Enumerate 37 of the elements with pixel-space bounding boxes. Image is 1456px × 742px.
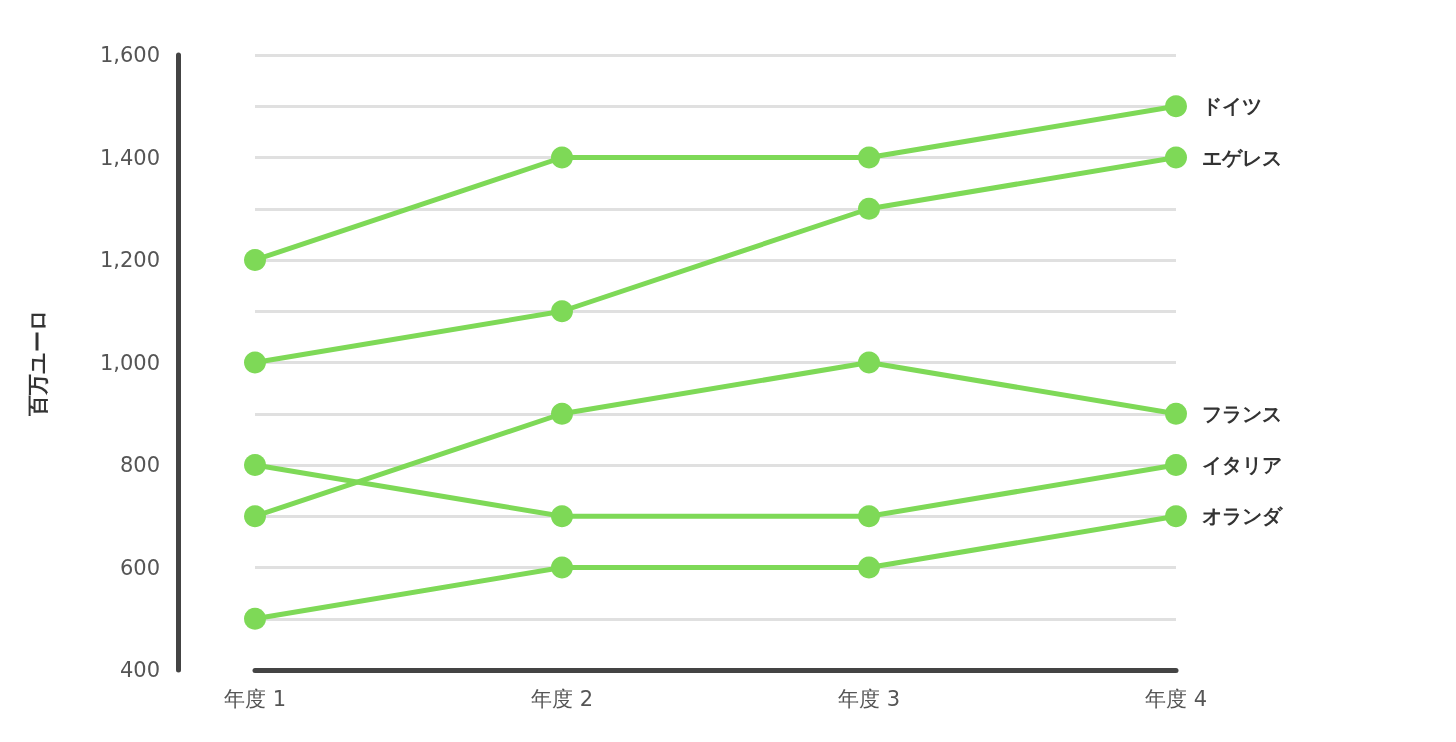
point <box>1165 95 1187 118</box>
y-tick-label: 1,000 <box>99 350 160 375</box>
y-tick-label: 600 <box>119 555 160 580</box>
series-label: ドイツ <box>1202 94 1262 119</box>
point <box>551 146 573 169</box>
point <box>858 505 880 528</box>
point <box>551 505 573 528</box>
y-tick-label: 1,400 <box>99 145 160 170</box>
series-label: エゲレス <box>1202 145 1282 170</box>
point <box>1165 146 1187 169</box>
x-tick-label: 年度 3 <box>837 686 901 711</box>
point <box>858 197 880 220</box>
x-tick-label: 年度 4 <box>1144 686 1208 711</box>
point <box>1165 454 1187 476</box>
point <box>244 607 266 630</box>
point <box>551 402 573 425</box>
series-label: フランス <box>1202 401 1282 426</box>
point <box>1165 402 1187 425</box>
point <box>244 351 266 374</box>
y-axis-title: 百万ユーロ <box>25 309 50 417</box>
point <box>858 351 880 374</box>
point <box>244 505 266 528</box>
x-tick-label: 年度 2 <box>530 686 594 711</box>
y-tick-label: 400 <box>119 658 160 682</box>
series-label: イタリア <box>1202 453 1282 477</box>
series-label: オランダ <box>1202 504 1283 529</box>
y-tick-label: 1,600 <box>99 43 160 67</box>
point <box>551 556 573 579</box>
x-tick-label: 年度 1 <box>223 686 287 711</box>
y-tick-label: 1,200 <box>99 248 160 272</box>
point <box>244 454 266 476</box>
y-tick-label: 800 <box>119 453 160 477</box>
point <box>858 556 880 579</box>
point <box>244 249 266 271</box>
point <box>858 146 880 169</box>
point <box>551 300 573 323</box>
point <box>1165 505 1187 528</box>
